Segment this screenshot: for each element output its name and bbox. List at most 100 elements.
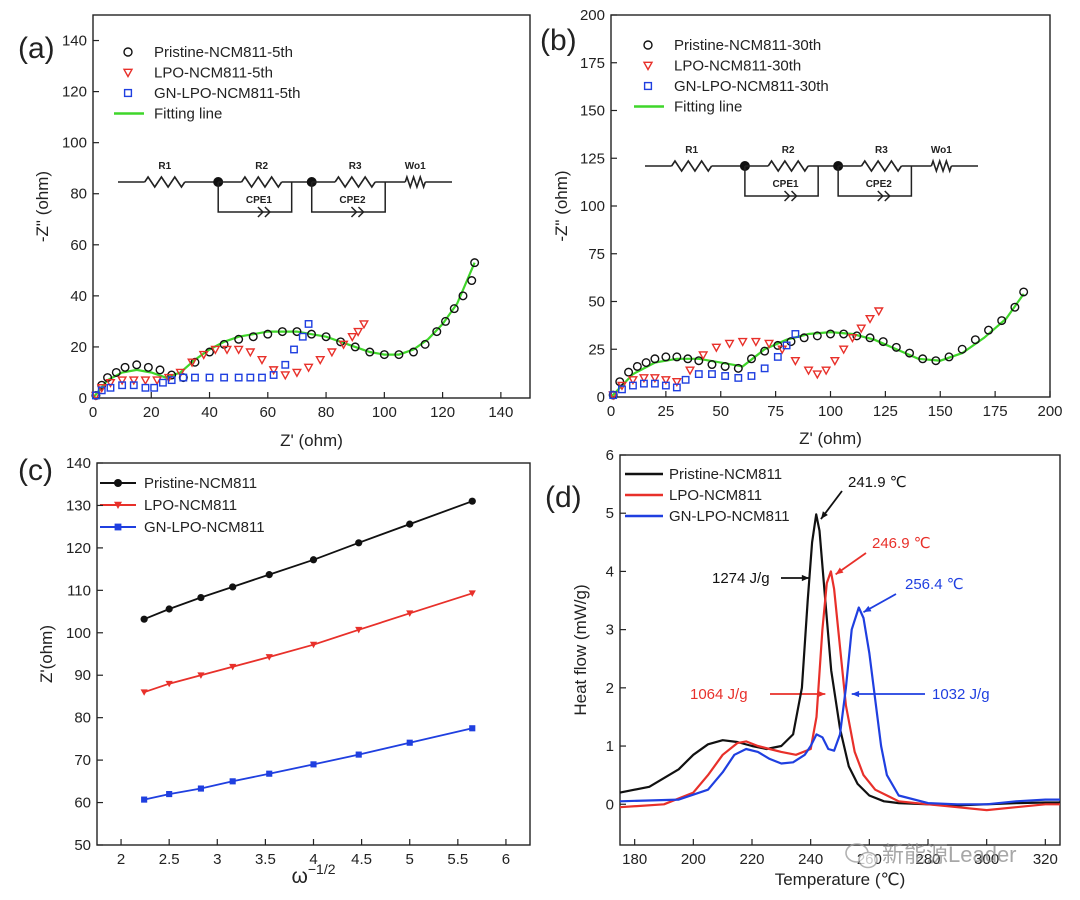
data-point xyxy=(141,383,150,392)
data-point xyxy=(167,376,176,385)
x-tick-label: 240 xyxy=(798,851,823,868)
resistor-r3 xyxy=(334,175,376,189)
legend-marker xyxy=(114,523,122,531)
panel-b-eis-30th: (b) Pristine-NCM811-30th LPO-NCM811-30th G… xyxy=(540,7,1063,448)
circuit-label-r2: R2 xyxy=(782,145,795,156)
plot-area xyxy=(608,287,1029,401)
plot-area xyxy=(619,513,1060,812)
watermark: 新能源Leader xyxy=(845,842,1017,869)
data-point xyxy=(187,358,198,368)
data-point xyxy=(150,383,159,392)
x-axis-label: Temperature (℃) xyxy=(775,870,906,889)
circuit-label-r1: R1 xyxy=(158,161,171,172)
circuit-label-r1: R1 xyxy=(685,145,698,156)
x-tick-label: 6 xyxy=(502,851,510,868)
data-point xyxy=(268,366,279,376)
data-point xyxy=(277,327,287,337)
legend-b: Pristine-NCM811-30th LPO-NCM811-30th GN-LP… xyxy=(634,37,829,116)
plot-frame xyxy=(92,14,531,399)
circuit-label-r2: R2 xyxy=(255,161,268,172)
series-curve xyxy=(619,513,1060,807)
panel-a-eis-5th: (a) Pristine-NCM811-5th LPO-NCM811-5th GN-… xyxy=(18,14,531,450)
data-point xyxy=(707,360,717,370)
data-point xyxy=(747,372,756,380)
y-tick-label: 5 xyxy=(606,505,614,522)
data-point xyxy=(309,556,318,564)
data-point xyxy=(468,497,476,505)
legend-label: Fitting line xyxy=(154,106,222,123)
data-point xyxy=(280,371,291,381)
legend-marker xyxy=(643,40,653,50)
legend-marker xyxy=(123,47,133,57)
series-line xyxy=(143,592,473,694)
legend-label: LPO-NCM811-30th xyxy=(674,58,801,75)
y-tick-label: 125 xyxy=(580,150,605,167)
data-point xyxy=(724,339,735,349)
x-tick-label: 50 xyxy=(712,403,729,420)
x-tick-label: 80 xyxy=(318,404,335,421)
data-point xyxy=(303,363,314,373)
data-point xyxy=(970,335,980,345)
data-point xyxy=(468,590,476,597)
data-point xyxy=(248,332,258,342)
data-point xyxy=(132,360,142,370)
data-point xyxy=(760,346,770,356)
data-point xyxy=(229,583,237,591)
x-tick-label: 125 xyxy=(873,403,898,420)
data-point xyxy=(799,333,809,343)
y-tick-label: 50 xyxy=(588,294,605,311)
data-point xyxy=(197,672,205,679)
legend-marker xyxy=(114,479,122,487)
data-point xyxy=(258,373,266,382)
data-point xyxy=(105,378,116,388)
x-axis-label-superscript: −1/2 xyxy=(308,861,336,877)
circuit-branch xyxy=(310,182,386,213)
data-point xyxy=(245,348,256,358)
x-tick-label: 60 xyxy=(259,404,276,421)
data-point xyxy=(205,373,214,382)
y-axis-label: -Z" (ohm) xyxy=(33,171,52,242)
data-point xyxy=(829,356,840,366)
data-point xyxy=(624,367,634,377)
data-point xyxy=(304,320,313,328)
data-point xyxy=(310,761,317,768)
data-point xyxy=(420,339,430,349)
data-point xyxy=(307,329,317,339)
legend-label: LPO-NCM811 xyxy=(669,487,762,504)
circuit-branch xyxy=(744,166,819,197)
x-tick-label: 5 xyxy=(406,851,414,868)
data-point xyxy=(734,373,743,382)
data-point xyxy=(165,680,173,688)
y-tick-label: 3 xyxy=(606,622,614,639)
x-tick-label: 200 xyxy=(1037,403,1062,420)
data-point xyxy=(197,785,204,792)
plot-area xyxy=(90,258,480,401)
enthalpy-label-lpo: 1064 J/g xyxy=(690,686,748,703)
data-point xyxy=(737,337,748,347)
y-tick-label: 90 xyxy=(74,667,91,684)
data-point xyxy=(720,361,730,371)
x-tick-label: 20 xyxy=(143,404,160,421)
data-point xyxy=(353,327,364,337)
legend-marker xyxy=(122,68,134,78)
data-point xyxy=(661,352,671,362)
enthalpy-arrow-lpo-head xyxy=(817,690,826,698)
resistor-r3 xyxy=(860,159,903,173)
data-point xyxy=(179,373,188,382)
circuit-label-cpe2: CPE2 xyxy=(339,195,366,206)
x-tick-label: 4.5 xyxy=(351,851,372,868)
y-tick-label: 40 xyxy=(70,288,87,305)
y-tick-label: 1 xyxy=(606,738,614,755)
data-point xyxy=(733,363,743,373)
data-point xyxy=(198,350,209,360)
circuit-label-cpe1: CPE1 xyxy=(246,195,273,206)
data-point xyxy=(158,378,167,387)
legend-d: Pristine-NCM811 LPO-NCM811 GN-LPO-NCM811 xyxy=(625,466,790,525)
data-point xyxy=(166,791,173,798)
series-curve xyxy=(619,606,1060,806)
data-point xyxy=(812,331,822,341)
data-point xyxy=(650,354,660,364)
data-point xyxy=(233,345,244,355)
data-point xyxy=(746,354,756,364)
